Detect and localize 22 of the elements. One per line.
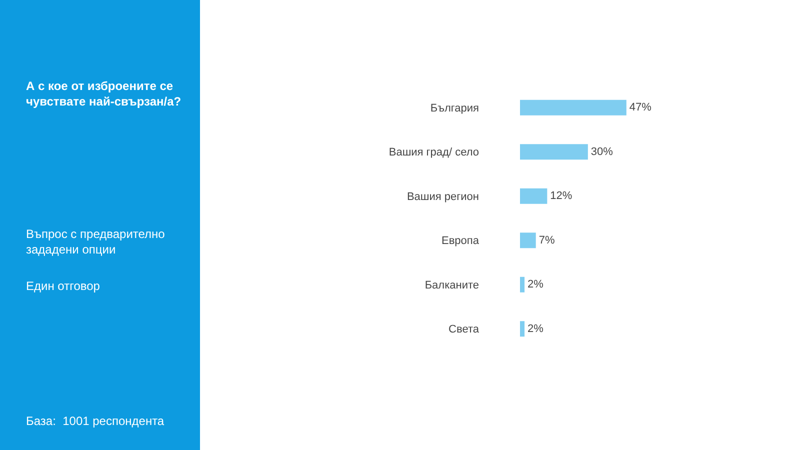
data-label: 12% bbox=[550, 190, 572, 202]
bar bbox=[520, 232, 536, 248]
bar bbox=[520, 100, 626, 116]
data-label: 30% bbox=[590, 146, 614, 158]
bar bbox=[520, 188, 548, 204]
data-label: 7% bbox=[538, 234, 555, 246]
text: А с кое от изброените се чувствате най-свързан/а? bbox=[26, 79, 182, 109]
data-label: 2% bbox=[528, 278, 544, 291]
bar bbox=[520, 276, 525, 292]
y-tick-label: Европа bbox=[442, 235, 480, 248]
bar bbox=[520, 144, 588, 160]
text: База: 1001 респондента bbox=[26, 414, 164, 428]
y-tick-label: Балканите bbox=[424, 279, 479, 292]
y-tick-label: България bbox=[430, 102, 480, 114]
data-label: 2% bbox=[528, 322, 544, 335]
y-tick-label: Вашия град/ село bbox=[388, 146, 479, 159]
y-tick-label: Света bbox=[448, 324, 480, 336]
text: Един отговор bbox=[26, 279, 100, 293]
data-label: 47% bbox=[629, 102, 652, 114]
bar bbox=[520, 321, 525, 337]
y-tick-label: Вашия регион bbox=[406, 190, 479, 203]
text: Въпрос с предварително зададени опции bbox=[26, 227, 166, 257]
